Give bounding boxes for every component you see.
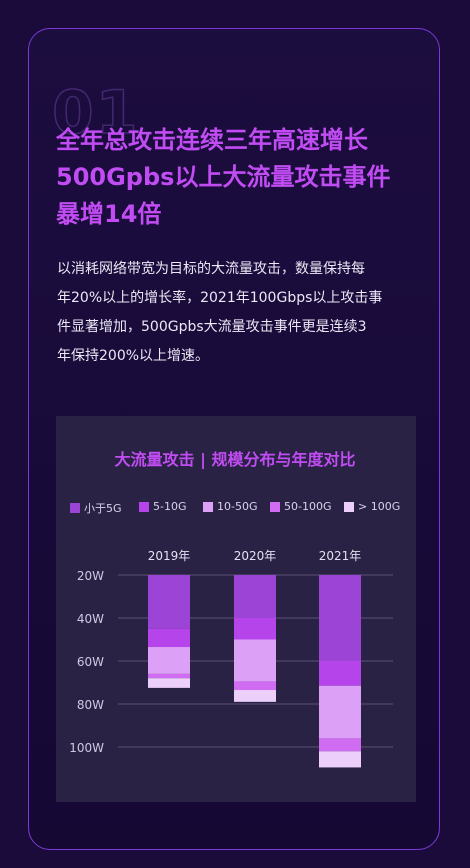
- headline-line-2: 500Gpbs以上大流量攻击事件: [56, 163, 391, 191]
- legend-label: 5-10G: [153, 500, 187, 513]
- legend-swatch: [344, 501, 354, 512]
- headline-line-1: 全年总攻击连续三年高速增长: [56, 126, 368, 154]
- headline: 全年总攻击连续三年高速增长 500Gpbs以上大流量攻击事件 暴增14倍: [56, 122, 436, 233]
- legend-label: 50-100G: [284, 500, 332, 513]
- legend-item-5-10g: 5-10G: [139, 500, 187, 513]
- x-category-label: 2021年: [319, 549, 362, 563]
- x-category-label: 2019年: [148, 549, 191, 563]
- bar-segment: [319, 751, 361, 768]
- section-number: 01: [51, 77, 140, 149]
- legend-item-gt100g: > 100G: [344, 500, 400, 513]
- x-category-label: 2020年: [234, 549, 277, 563]
- body-line-2: 年20%以上的增长率，2021年100Gbps以上攻击事: [57, 290, 383, 306]
- headline-line-3: 暴增14倍: [56, 200, 162, 228]
- y-tick-label: 40W: [77, 612, 104, 626]
- legend-item-50-100g: 50-100G: [270, 500, 332, 513]
- bar-segment: [234, 639, 276, 682]
- legend-swatch: [139, 501, 149, 512]
- y-tick-label: 80W: [77, 698, 104, 712]
- body-line-1: 以消耗网络带宽为目标的大流量攻击，数量保持每: [57, 261, 365, 277]
- legend-swatch: [70, 503, 80, 513]
- legend-label: 小于5G: [84, 502, 122, 515]
- bar-segment: [234, 618, 276, 640]
- bar-segment: [319, 738, 361, 752]
- bar-segment: [234, 681, 276, 691]
- bar-segment: [148, 628, 190, 648]
- bar-segment: [319, 685, 361, 739]
- body-line-3: 件显著增加，500Gpbs大流量攻击事件更是连续3: [57, 319, 367, 335]
- bar-segment: [319, 575, 361, 661]
- bar-segment: [148, 647, 190, 674]
- legend-label: 10-50G: [217, 500, 258, 513]
- bar-segment: [319, 661, 361, 686]
- bar-segment: [148, 673, 190, 679]
- body-paragraph: 以消耗网络带宽为目标的大流量攻击，数量保持每 年20%以上的增长率，2021年1…: [57, 255, 419, 371]
- y-tick-label: 100W: [69, 741, 104, 755]
- body-line-4: 年保持200%以上增速。: [57, 348, 210, 364]
- y-tick-label: 60W: [77, 655, 104, 669]
- chart-title: 大流量攻击 | 规模分布与年度对比: [114, 450, 356, 469]
- legend-swatch: [203, 501, 213, 512]
- legend-item-lt5g: 小于5G: [70, 500, 122, 516]
- y-tick-label: 20W: [77, 569, 104, 583]
- bar-segment: [234, 690, 276, 702]
- legend-item-10-50g: 10-50G: [203, 500, 258, 513]
- legend-label: > 100G: [358, 500, 401, 513]
- bar-segment: [148, 678, 190, 688]
- legend-swatch: [270, 501, 280, 512]
- bar-segment: [148, 575, 190, 629]
- bar-segment: [234, 575, 276, 618]
